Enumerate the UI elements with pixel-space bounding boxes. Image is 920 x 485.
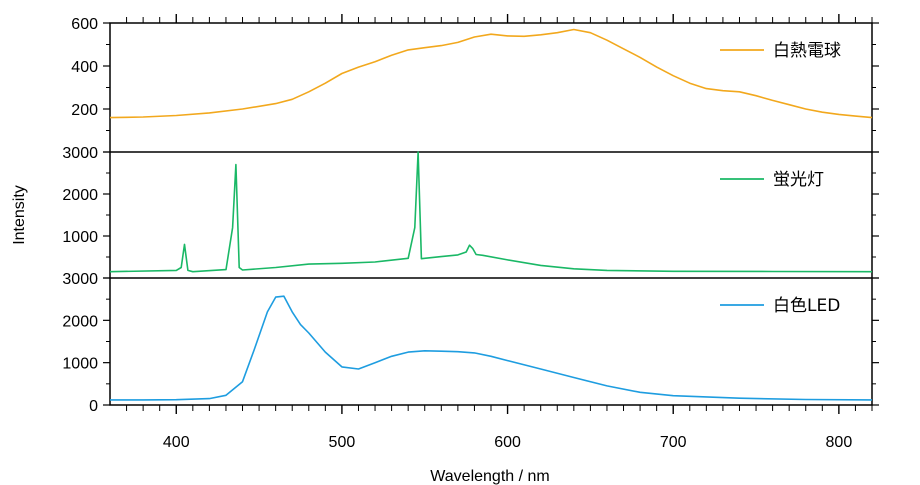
y-tick-label: 600 <box>71 16 98 33</box>
x-axis-title: Wavelength / nm <box>430 468 549 485</box>
y-tick-label: 3000 <box>62 145 98 162</box>
y-tick-label: 3000 <box>62 271 98 288</box>
y-tick-label: 400 <box>71 59 98 76</box>
x-tick-label: 400 <box>163 434 190 451</box>
x-axis: 400 500 600 700 800 <box>126 14 873 451</box>
legend-label: 白熱電球 <box>773 41 841 61</box>
legend-label: 蛍光灯 <box>773 170 824 190</box>
panels: 200 400 600 白熱電球 1000 2000 3000 蛍光灯 0 1000 2000 300… <box>62 16 879 415</box>
x-tick-label: 600 <box>494 434 521 451</box>
y-axis-title: Intensity <box>11 185 28 245</box>
x-tick-label: 700 <box>660 434 687 451</box>
legend-2: 蛍光灯 <box>720 170 824 190</box>
legend-1: 白熱電球 <box>720 41 841 61</box>
y-tick-label: 0 <box>89 398 98 415</box>
y-tick-label: 1000 <box>62 356 98 373</box>
plot-border <box>109 22 873 406</box>
y-tick-label: 1000 <box>62 229 98 246</box>
panel-2: 1000 2000 3000 蛍光灯 <box>62 145 879 279</box>
y-tick-label: 2000 <box>62 187 98 204</box>
y-tick-label: 2000 <box>62 313 98 330</box>
legend-label: 白色LED <box>773 296 840 316</box>
series-line-3 <box>110 295 873 401</box>
series-line-1 <box>109 28 873 119</box>
panel-3: 0 1000 2000 3000 白色LED <box>62 271 879 415</box>
series-line-2 <box>109 151 873 273</box>
plot-frame <box>109 22 873 406</box>
y-tick-label: 200 <box>71 102 98 119</box>
legend-3: 白色LED <box>720 296 840 316</box>
x-tick-label: 500 <box>329 434 356 451</box>
panel-1: 200 400 600 白熱電球 <box>71 16 879 153</box>
x-tick-label: 800 <box>826 434 853 451</box>
